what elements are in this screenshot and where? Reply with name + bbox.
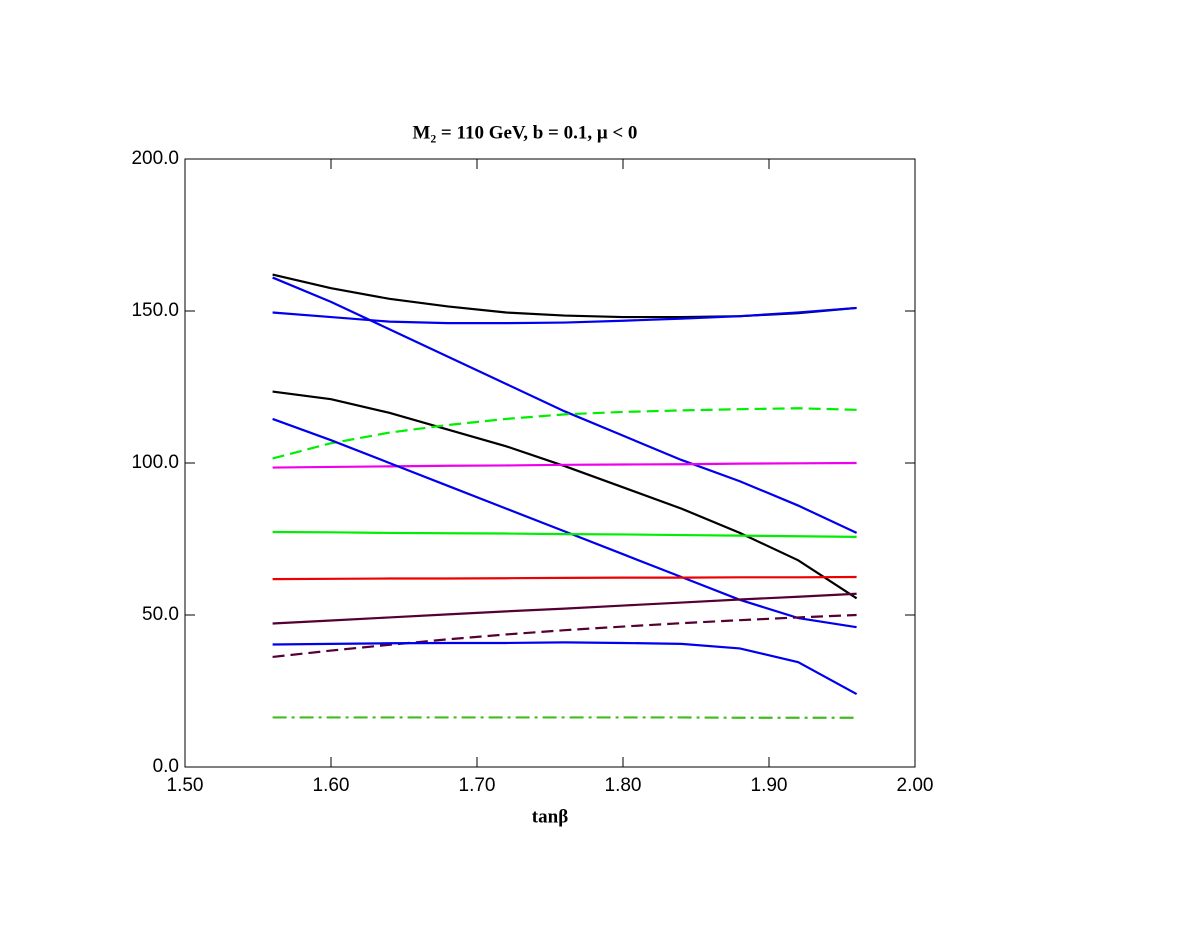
y-tick-label: 200.0 bbox=[131, 148, 179, 169]
series-line bbox=[272, 575, 857, 581]
series-line bbox=[272, 613, 857, 659]
series-line bbox=[272, 592, 857, 625]
y-tick-label: 100.0 bbox=[131, 452, 179, 473]
chart-title: M₂ = 110 GeV, b = 0.1, μ < 0 bbox=[413, 122, 638, 143]
x-tick-label: 1.90 bbox=[751, 775, 788, 796]
x-tick-label: 1.70 bbox=[459, 775, 496, 796]
y-tick-label: 150.0 bbox=[131, 300, 179, 321]
series-line bbox=[272, 461, 857, 469]
y-tick-label: 50.0 bbox=[142, 604, 179, 625]
x-tick-label: 2.00 bbox=[897, 775, 934, 796]
series-line bbox=[272, 407, 857, 460]
x-tick-label: 1.50 bbox=[167, 775, 204, 796]
x-tick-label: 1.80 bbox=[605, 775, 642, 796]
series-line bbox=[272, 530, 857, 538]
series-line bbox=[272, 273, 857, 319]
series-line bbox=[272, 641, 858, 696]
series-line bbox=[272, 417, 857, 629]
y-tick-label: 0.0 bbox=[153, 756, 179, 777]
x-tick-label: 1.60 bbox=[313, 775, 350, 796]
x-axis-label: tanβ bbox=[532, 806, 568, 827]
series-line bbox=[272, 276, 858, 534]
series-line bbox=[272, 390, 858, 600]
